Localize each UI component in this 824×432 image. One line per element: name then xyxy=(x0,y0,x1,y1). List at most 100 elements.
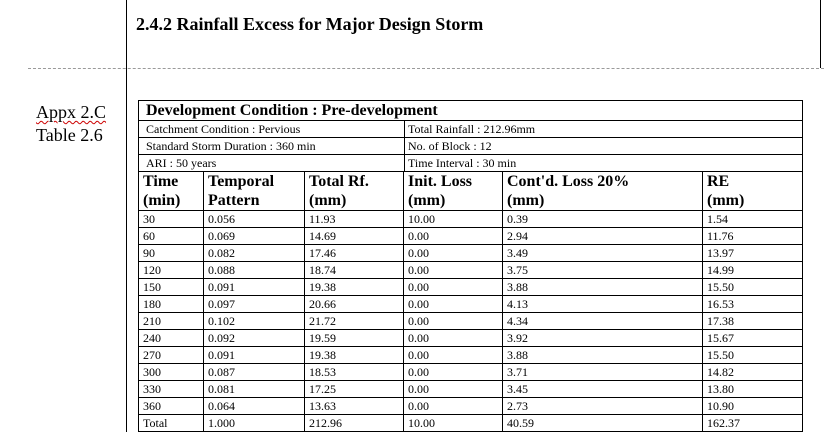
cell-initial-loss: 0.00 xyxy=(403,312,503,330)
col-header-rainfall-excess: RE (mm) xyxy=(702,172,802,211)
cell-continuing-loss: 40.59 xyxy=(502,414,703,431)
cell-continuing-loss: 4.34 xyxy=(502,312,703,330)
cell-total-rainfall: 13.63 xyxy=(304,397,404,415)
header-unit: (mm) xyxy=(309,192,347,209)
table-body: 30 0.056 11.93 10.00 0.39 1.54 60 0.069 14.69 0.0… xyxy=(139,210,802,431)
table-row: 270 0.091 19.38 0.00 3.88 15.50 xyxy=(139,346,802,364)
cell-initial-loss: 0.00 xyxy=(403,244,503,262)
table-row: 30 0.056 11.93 10.00 0.39 1.54 xyxy=(139,210,802,228)
header-line: RE xyxy=(707,173,730,190)
cell-time: 330 xyxy=(139,380,204,398)
cell-temporal-pattern: 0.069 xyxy=(203,227,305,245)
cell-temporal-pattern: 0.056 xyxy=(203,210,305,228)
cell-time: 120 xyxy=(139,261,204,279)
cell-temporal-pattern: 0.091 xyxy=(203,278,305,296)
header-row: Time (min) Temporal Pattern Total Rf. (mm) … xyxy=(139,172,802,211)
cell-rainfall-excess: 13.80 xyxy=(702,380,802,398)
cell-rainfall-excess: 14.82 xyxy=(702,363,802,381)
table-reference: Table 2.6 xyxy=(36,125,103,145)
time-interval: Time Interval : 30 min xyxy=(408,156,517,170)
cell-continuing-loss: 4.13 xyxy=(502,295,703,313)
side-reference: Appx 2.C Table 2.6 xyxy=(36,101,106,147)
header-line: Temporal xyxy=(208,173,275,190)
cell-rainfall-excess: 162.37 xyxy=(702,414,802,431)
col-header-temporal-pattern: Temporal Pattern xyxy=(203,172,305,211)
cell-total-rainfall: 17.46 xyxy=(304,244,404,262)
cell-continuing-loss: 2.94 xyxy=(502,227,703,245)
cell-time: 180 xyxy=(139,295,204,313)
total-row: Total 1.000 212.96 10.00 40.59 162.37 xyxy=(139,414,802,431)
cell-temporal-pattern: 0.087 xyxy=(203,363,305,381)
table-row: 360 0.064 13.63 0.00 2.73 10.90 xyxy=(139,397,802,415)
cell-temporal-pattern: 0.081 xyxy=(203,380,305,398)
info-row: Catchment Condition : Pervious Total Rai… xyxy=(139,121,802,138)
storm-duration: Standard Storm Duration : 360 min xyxy=(139,138,405,154)
cell-initial-loss: 0.00 xyxy=(403,261,503,279)
cell-initial-loss: 0.00 xyxy=(403,397,503,415)
cell-initial-loss: 0.00 xyxy=(403,295,503,313)
cell-total-rainfall: 17.25 xyxy=(304,380,404,398)
cell-temporal-pattern: 0.088 xyxy=(203,261,305,279)
table-row: 120 0.088 18.74 0.00 3.75 14.99 xyxy=(139,261,802,279)
cell-total-rainfall: 212.96 xyxy=(304,414,404,431)
header-unit: (mm) xyxy=(707,192,745,209)
info-row: ARI : 50 years Time Interval : 30 min xyxy=(139,155,802,172)
col-header-time: Time (min) xyxy=(139,172,204,211)
cell-temporal-pattern: 0.064 xyxy=(203,397,305,415)
cell-time: 360 xyxy=(139,397,204,415)
cell-rainfall-excess: 15.50 xyxy=(702,346,802,364)
page-right-border xyxy=(820,0,821,68)
cell-rainfall-excess: 15.67 xyxy=(702,329,802,347)
cell-time: 240 xyxy=(139,329,204,347)
appendix-reference: Appx 2.C xyxy=(36,101,106,124)
header-line: Time xyxy=(143,173,179,190)
cell-total-rainfall: 11.93 xyxy=(304,210,404,228)
header-line: Total Rf. xyxy=(309,173,369,190)
cell-temporal-pattern: 0.082 xyxy=(203,244,305,262)
rainfall-excess-table: Development Condition : Pre-development … xyxy=(138,100,803,432)
ari: ARI : 50 years xyxy=(139,155,405,171)
number-of-blocks: No. of Block : 12 xyxy=(408,139,492,153)
cell-initial-loss: 0.00 xyxy=(403,380,503,398)
cell-continuing-loss: 0.39 xyxy=(502,210,703,228)
catchment-condition: Catchment Condition : Pervious xyxy=(139,121,405,137)
cell-time: 150 xyxy=(139,278,204,296)
header-unit: (mm) xyxy=(408,192,446,209)
cell-rainfall-excess: 10.90 xyxy=(702,397,802,415)
col-header-continuing-loss: Cont'd. Loss 20% (mm) xyxy=(502,172,703,211)
cell-rainfall-excess: 13.97 xyxy=(702,244,802,262)
cell-time: 90 xyxy=(139,244,204,262)
data-table: Time (min) Temporal Pattern Total Rf. (mm) … xyxy=(139,172,802,431)
table-row: 90 0.082 17.46 0.00 3.49 13.97 xyxy=(139,244,802,262)
cell-time: 270 xyxy=(139,346,204,364)
appendix-reference-text: Appx 2.C xyxy=(36,102,107,122)
cell-continuing-loss: 3.49 xyxy=(502,244,703,262)
cell-initial-loss: 0.00 xyxy=(403,346,503,364)
cell-continuing-loss: 2.73 xyxy=(502,397,703,415)
cell-total-rainfall: 18.53 xyxy=(304,363,404,381)
header-unit: Pattern xyxy=(208,192,260,209)
cell-time: Total xyxy=(143,416,168,430)
cell-time: 300 xyxy=(139,363,204,381)
cell-total-rainfall: 19.59 xyxy=(304,329,404,347)
header-unit: (mm) xyxy=(507,192,545,209)
table-row: 150 0.091 19.38 0.00 3.88 15.50 xyxy=(139,278,802,296)
table-row: 180 0.097 20.66 0.00 4.13 16.53 xyxy=(139,295,802,313)
cell-initial-loss: 0.00 xyxy=(403,227,503,245)
cell-rainfall-excess: 15.50 xyxy=(702,278,802,296)
cell-initial-loss: 0.00 xyxy=(403,329,503,347)
cell-temporal-pattern: 0.102 xyxy=(203,312,305,330)
total-rainfall: Total Rainfall : 212.96mm xyxy=(408,122,536,136)
cell-total-rainfall: 20.66 xyxy=(304,295,404,313)
cell-temporal-pattern: 1.000 xyxy=(203,414,305,431)
table-row: 240 0.092 19.59 0.00 3.92 15.67 xyxy=(139,329,802,347)
table-row: 300 0.087 18.53 0.00 3.71 14.82 xyxy=(139,363,802,381)
section-heading: 2.4.2 Rainfall Excess for Major Design S… xyxy=(136,14,484,34)
header-line: Init. Loss xyxy=(408,173,473,190)
section-divider xyxy=(28,68,824,69)
info-row: Standard Storm Duration : 360 min No. of… xyxy=(139,138,802,155)
cell-initial-loss: 0.00 xyxy=(403,363,503,381)
cell-continuing-loss: 3.71 xyxy=(502,363,703,381)
table-title: Development Condition : Pre-development xyxy=(139,101,802,121)
cell-rainfall-excess: 14.99 xyxy=(702,261,802,279)
